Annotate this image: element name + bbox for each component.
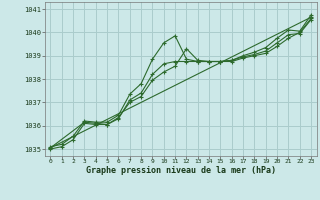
X-axis label: Graphe pression niveau de la mer (hPa): Graphe pression niveau de la mer (hPa) — [86, 166, 276, 175]
